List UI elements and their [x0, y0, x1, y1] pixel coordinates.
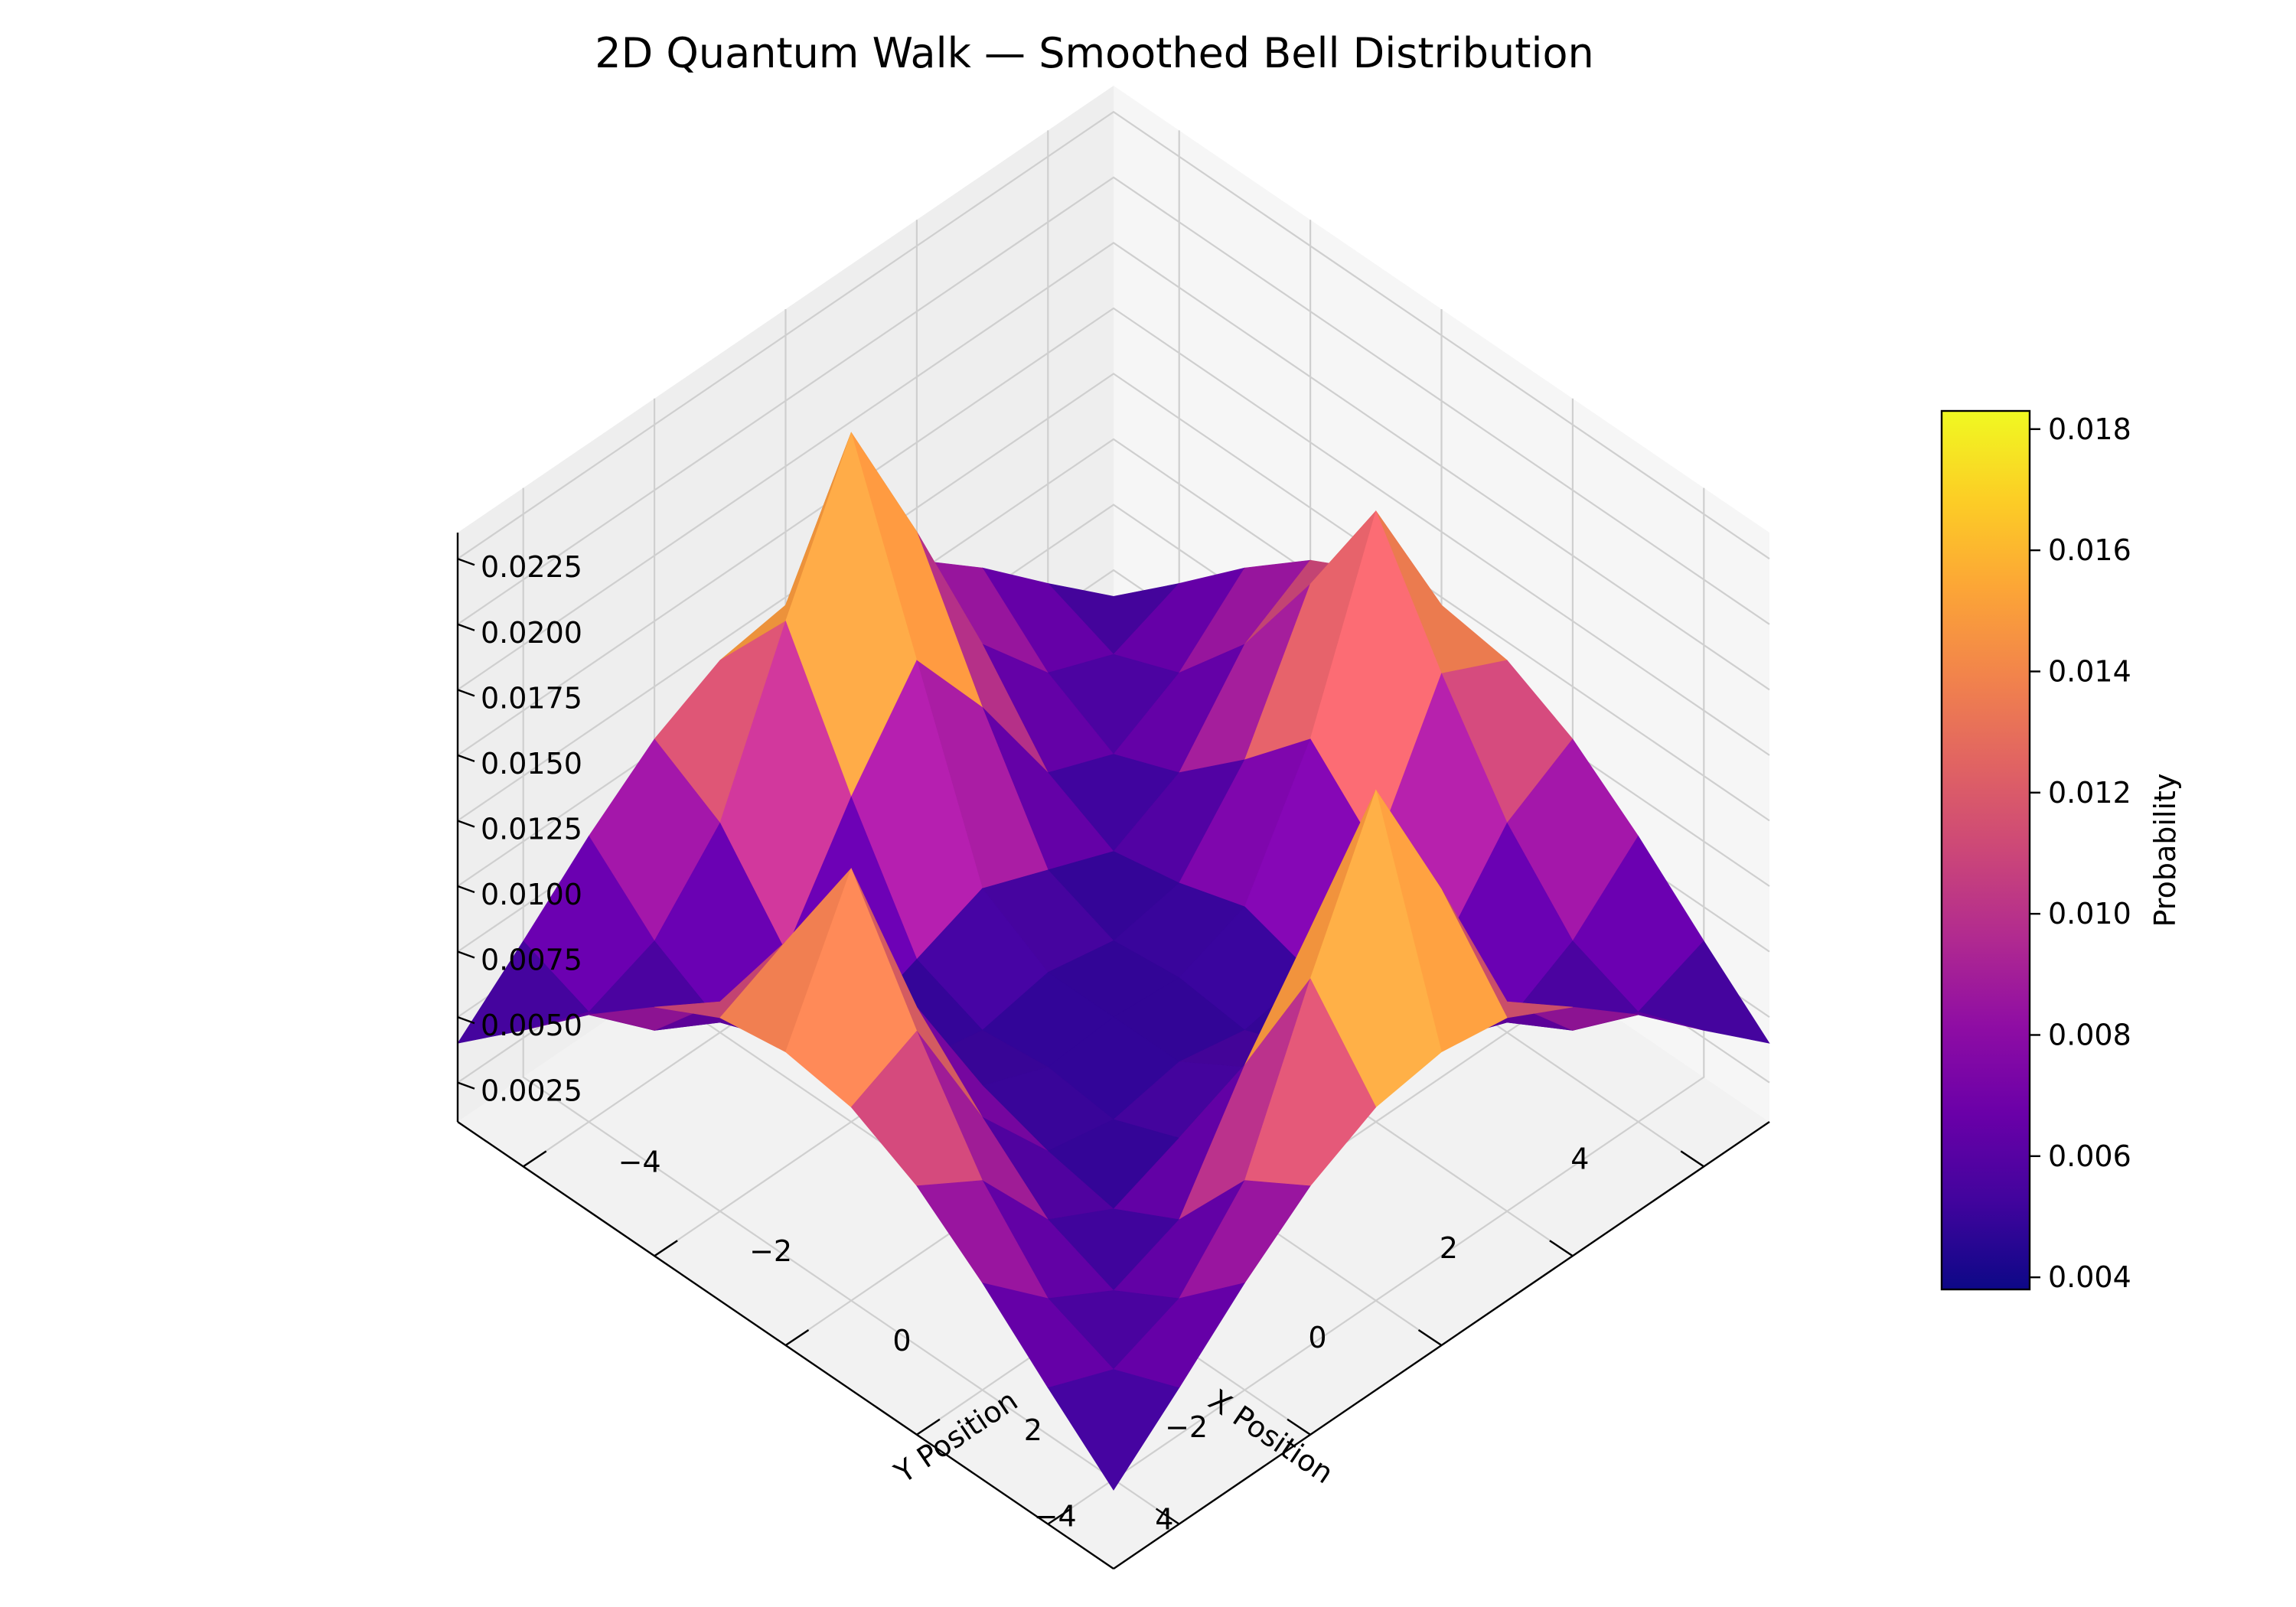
colorbar-tick-label: 0.018: [2048, 412, 2131, 446]
z-tick-label: 0.0100: [481, 878, 582, 911]
z-tick-mark: [457, 623, 475, 631]
colorbar-label: Probability: [2148, 774, 2182, 927]
z-tick-label: 0.0200: [481, 616, 582, 650]
colorbar-tick-label: 0.008: [2048, 1018, 2131, 1051]
grid-line-y: [1047, 487, 1705, 1525]
x-tick-mark: [1417, 1329, 1443, 1346]
grid-line-z: [457, 373, 1770, 822]
z-tick-mark: [457, 689, 475, 697]
grid-line-z: [457, 110, 1770, 560]
z-tick-mark: [457, 820, 475, 828]
colorbar-tick-label: 0.014: [2048, 654, 2131, 688]
x-tick-label: 2: [1440, 1231, 1458, 1265]
z-tick-label: 0.0050: [481, 1009, 582, 1042]
z-tick-mark: [457, 1081, 475, 1090]
y-tick-mark: [654, 1240, 678, 1257]
grid-line-z: [457, 307, 1770, 756]
x-tick-label: 0: [1308, 1321, 1326, 1354]
axis-labels: 2D Quantum Walk — Smoothed Bell Distribu…: [595, 29, 2182, 1490]
z-tick-mark: [457, 950, 475, 959]
z-tick-label: 0.0225: [481, 550, 582, 584]
z-tick-mark: [457, 1015, 475, 1025]
grid-line-z: [457, 176, 1770, 625]
colorbar-tick-label: 0.006: [2048, 1139, 2131, 1173]
axes: 4 2 0 −2 −4 −4 −2 0 2 4 0.0025 0.0050 0.0075 0.0100 0.…: [456, 533, 1770, 1570]
y-tick-label: 0: [892, 1324, 911, 1358]
y-tick-label: −4: [618, 1145, 661, 1178]
z-tick-label: 0.0175: [481, 681, 582, 715]
y-tick-mark: [916, 1418, 941, 1436]
z-tick-label: 0.0125: [481, 812, 582, 846]
surface: [457, 432, 1770, 1491]
surface-facet: [1047, 1369, 1180, 1491]
z-tick-label: 0.0025: [481, 1074, 582, 1108]
z-tick-label: 0.0075: [481, 944, 582, 977]
colorbar-tick-label: 0.004: [2048, 1260, 2131, 1294]
grid-line-x: [522, 487, 1180, 1525]
y-tick-mark: [784, 1329, 810, 1346]
colorbar-tick-label: 0.016: [2048, 533, 2131, 567]
y-tick-label: 4: [1155, 1503, 1173, 1537]
y-tick-mark: [1047, 1508, 1071, 1525]
x-tick-mark: [1549, 1240, 1574, 1257]
x-tick-mark: [1156, 1508, 1180, 1525]
colorbar-tick-label: 0.010: [2048, 897, 2131, 931]
x-tick-label: 4: [1570, 1142, 1589, 1175]
grid-line-z: [457, 241, 1770, 691]
z-tick-mark: [457, 558, 475, 566]
colorbar: 0.004 0.006 0.008 0.010 0.012 0.014 0.016 0.018: [1940, 409, 2131, 1294]
x-tick-label: −4: [1034, 1500, 1077, 1534]
y-tick-mark: [523, 1150, 547, 1168]
x-tick-mark: [1680, 1150, 1704, 1168]
z-tick-mark: [457, 754, 475, 763]
x-tick-label: −2: [1165, 1410, 1208, 1444]
colorbar-gradient: [1940, 409, 2031, 1291]
chart-title: 2D Quantum Walk — Smoothed Bell Distribu…: [595, 29, 1593, 77]
x-tick-mark: [1287, 1418, 1311, 1436]
z-tick-label: 0.0150: [481, 747, 582, 781]
y-tick-label: −2: [749, 1234, 792, 1268]
colorbar-tick-label: 0.012: [2048, 776, 2131, 810]
y-tick-label: 2: [1024, 1413, 1042, 1447]
z-tick-mark: [457, 885, 475, 894]
